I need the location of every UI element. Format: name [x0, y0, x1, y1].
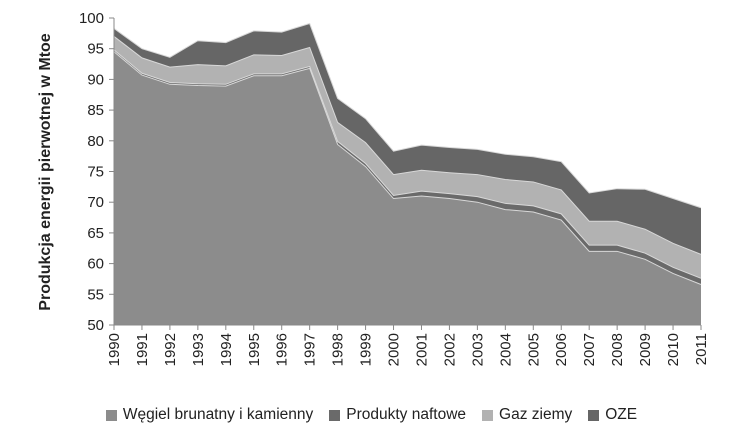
legend-label: Węgiel brunatny i kamienny [122, 406, 314, 423]
area-wegiel-brunatny-i-kamienny [114, 51, 701, 326]
legend-item-wegiel-brunatny-i-kamienny: Węgiel brunatny i kamienny [105, 406, 314, 424]
x-tick-label: 1998 [330, 333, 347, 366]
x-tick-label: 1990 [106, 333, 123, 366]
x-tick-label: 1995 [246, 333, 263, 366]
x-tick-label: 2001 [413, 333, 430, 366]
x-tick-label: 1991 [134, 333, 151, 366]
legend-item-gaz-ziemy: Gaz ziemy [482, 406, 572, 424]
x-tick-label: 2009 [637, 333, 654, 366]
y-tick-label: 70 [87, 194, 104, 211]
y-tick-label: 95 [87, 41, 104, 58]
y-tick-label: 50 [87, 317, 104, 334]
area-chart: 50 55 60 65 70 75 80 85 90 95 100 1990 1991 1992 1993… [37, 10, 710, 366]
y-tick-label: 55 [87, 286, 104, 303]
x-tick-label: 2010 [665, 333, 682, 366]
edge-oze [113, 22, 702, 209]
y-axis-label: Produkcja energii pierwotnej w Mtoe [37, 33, 54, 310]
edge-wegiel-brunatny-i-kamienny [113, 51, 702, 285]
legend-item-oze: OZE [588, 406, 637, 424]
y-tick-label: 75 [87, 164, 104, 181]
x-tick-label: 2008 [609, 333, 626, 366]
edge-produkty-naftowe [113, 49, 702, 279]
x-tick-label: 2000 [386, 333, 403, 366]
x-tick-label: 2003 [469, 333, 486, 366]
x-tick-label: 1994 [218, 333, 235, 366]
y-tick-label: 85 [87, 102, 104, 119]
legend-swatch [482, 409, 494, 421]
legend-label: OZE [605, 406, 638, 423]
x-tick-label: 2007 [581, 333, 598, 366]
legend-label: Gaz ziemy [499, 406, 573, 423]
edge-gaz-ziemy [113, 36, 702, 255]
area-series-group [114, 23, 701, 326]
legend-swatch [329, 409, 341, 421]
chart-legend: Węgiel brunatny i kamienny Produkty nafto… [0, 401, 743, 429]
legend-label: Produkty naftowe [346, 406, 467, 423]
y-tick-label: 60 [87, 256, 104, 273]
y-tick-label: 65 [87, 225, 104, 242]
x-tick-label: 2002 [441, 333, 458, 366]
x-tick-label: 1993 [190, 333, 207, 366]
legend-item-produkty-naftowe: Produkty naftowe [329, 406, 466, 424]
x-axis-ticks: 1990 1991 1992 1993 1994 1995 1996 1997 1998 1999… [106, 325, 710, 366]
x-tick-label: 1996 [274, 333, 291, 366]
x-tick-label: 2005 [525, 333, 542, 366]
x-tick-label: 2011 [693, 333, 710, 365]
x-tick-label: 2004 [497, 333, 514, 366]
x-tick-label: 1999 [358, 333, 375, 366]
y-tick-label: 100 [79, 10, 104, 27]
legend-swatch [105, 409, 117, 421]
series-edges-group [113, 22, 702, 285]
x-tick-label: 1997 [302, 333, 319, 366]
y-tick-label: 90 [87, 71, 104, 88]
x-tick-label: 1992 [162, 333, 179, 366]
legend-swatch [588, 409, 600, 421]
y-axis-ticks: 50 55 60 65 70 75 80 85 90 95 100 [79, 10, 114, 334]
x-tick-label: 2006 [553, 333, 570, 366]
y-tick-label: 80 [87, 133, 104, 150]
